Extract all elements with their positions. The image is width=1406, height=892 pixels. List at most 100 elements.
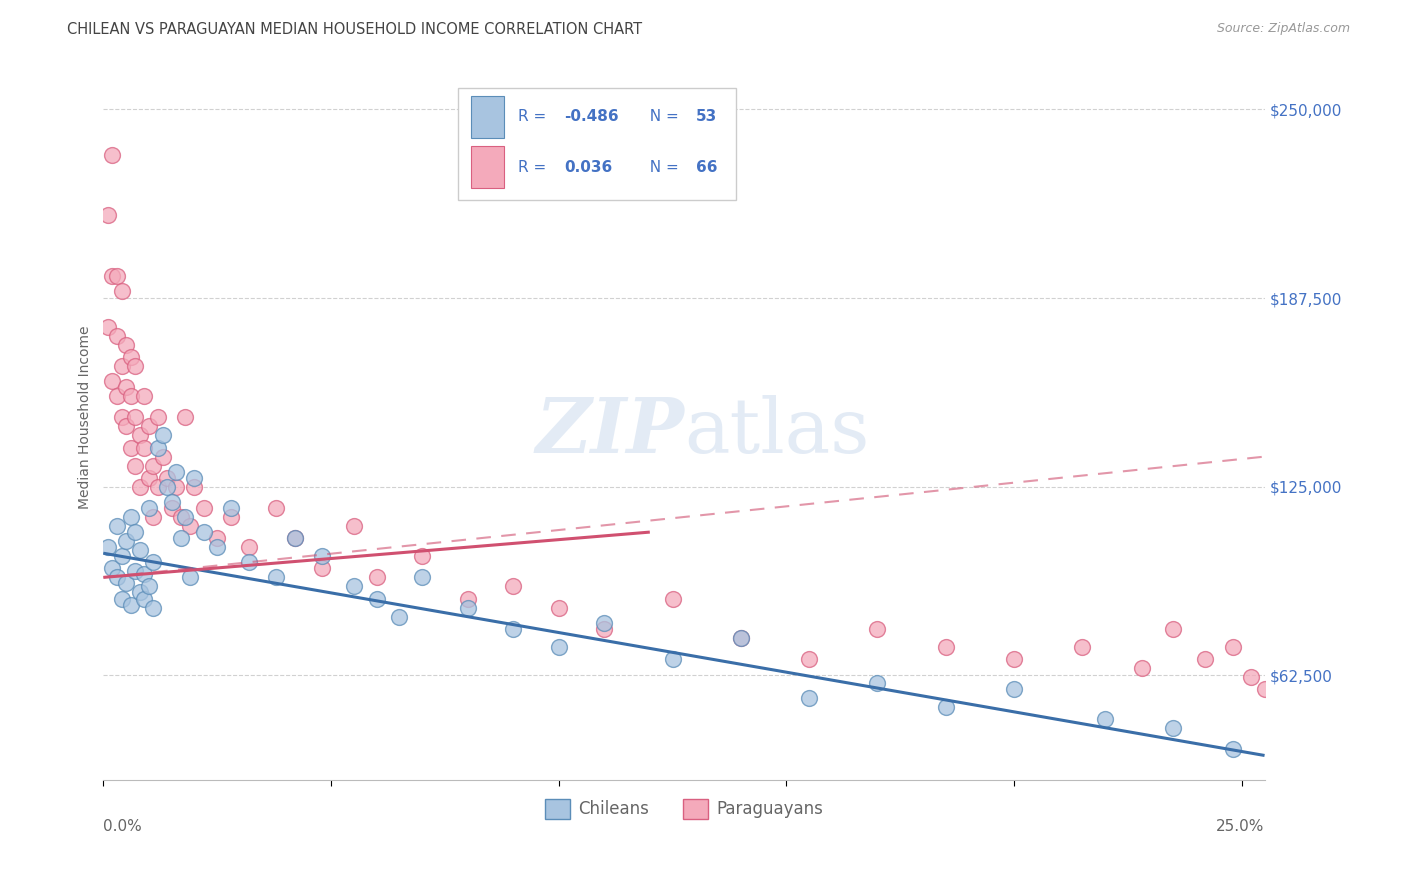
Point bbox=[165, 465, 187, 479]
Point bbox=[138, 471, 160, 485]
Point bbox=[547, 600, 569, 615]
Point bbox=[115, 534, 138, 549]
Point bbox=[146, 410, 169, 425]
Point bbox=[97, 540, 120, 554]
Point bbox=[110, 410, 132, 425]
Text: 53: 53 bbox=[696, 109, 717, 124]
Text: 25.0%: 25.0% bbox=[1216, 820, 1264, 835]
Point bbox=[1267, 661, 1289, 675]
Point bbox=[183, 471, 205, 485]
Point bbox=[138, 419, 160, 434]
Point bbox=[174, 410, 197, 425]
Text: ZIP: ZIP bbox=[536, 395, 683, 469]
Point bbox=[1222, 640, 1244, 654]
Bar bbox=[471, 95, 503, 137]
Point bbox=[935, 700, 957, 714]
Point bbox=[105, 519, 128, 533]
Point bbox=[1071, 640, 1094, 654]
Point bbox=[547, 640, 569, 654]
Point bbox=[128, 428, 150, 442]
Point bbox=[128, 543, 150, 558]
Text: -0.486: -0.486 bbox=[564, 109, 619, 124]
Point bbox=[1163, 721, 1185, 735]
Point bbox=[1094, 712, 1116, 726]
Point bbox=[411, 549, 433, 564]
Point bbox=[124, 458, 146, 473]
Point bbox=[205, 531, 228, 545]
Point bbox=[1002, 681, 1025, 696]
Point bbox=[101, 147, 124, 161]
Text: N =: N = bbox=[640, 109, 683, 124]
Point bbox=[142, 600, 165, 615]
Point bbox=[935, 640, 957, 654]
Point bbox=[134, 441, 156, 455]
Point bbox=[120, 598, 142, 612]
Point bbox=[146, 480, 169, 494]
Point bbox=[115, 338, 138, 352]
Point bbox=[142, 510, 165, 524]
Point bbox=[1194, 652, 1216, 666]
Point bbox=[105, 389, 128, 403]
Point bbox=[124, 410, 146, 425]
Point bbox=[110, 549, 132, 564]
Point bbox=[266, 500, 288, 515]
Point bbox=[105, 329, 128, 343]
Point bbox=[142, 458, 165, 473]
Point bbox=[411, 570, 433, 584]
Point bbox=[799, 652, 821, 666]
Point bbox=[593, 615, 616, 630]
Point bbox=[138, 500, 160, 515]
Point bbox=[120, 389, 142, 403]
Point bbox=[1253, 681, 1275, 696]
Point bbox=[142, 555, 165, 569]
Point bbox=[311, 549, 333, 564]
Point bbox=[138, 579, 160, 593]
Text: CHILEAN VS PARAGUAYAN MEDIAN HOUSEHOLD INCOME CORRELATION CHART: CHILEAN VS PARAGUAYAN MEDIAN HOUSEHOLD I… bbox=[67, 22, 643, 37]
Point bbox=[128, 585, 150, 599]
Point bbox=[193, 525, 215, 540]
Point bbox=[110, 284, 132, 298]
Point bbox=[120, 510, 142, 524]
Point bbox=[799, 691, 821, 706]
Point bbox=[730, 631, 752, 645]
Point bbox=[160, 500, 183, 515]
Point bbox=[193, 500, 215, 515]
Point bbox=[128, 480, 150, 494]
Point bbox=[366, 591, 388, 606]
Point bbox=[124, 359, 146, 373]
Text: Source: ZipAtlas.com: Source: ZipAtlas.com bbox=[1216, 22, 1350, 36]
Text: 0.0%: 0.0% bbox=[104, 820, 142, 835]
Point bbox=[156, 471, 179, 485]
Point bbox=[146, 441, 169, 455]
Point bbox=[120, 441, 142, 455]
Point bbox=[152, 428, 174, 442]
Point bbox=[134, 567, 156, 582]
Point bbox=[124, 565, 146, 579]
Point bbox=[866, 676, 889, 690]
Point bbox=[593, 622, 616, 636]
Point bbox=[343, 579, 366, 593]
FancyBboxPatch shape bbox=[457, 87, 737, 200]
Point bbox=[105, 570, 128, 584]
Point bbox=[502, 579, 524, 593]
Point bbox=[502, 622, 524, 636]
Point bbox=[457, 600, 479, 615]
Point bbox=[174, 510, 197, 524]
Text: N =: N = bbox=[640, 160, 683, 175]
Point bbox=[134, 591, 156, 606]
Point bbox=[730, 631, 752, 645]
Point bbox=[115, 576, 138, 591]
Point bbox=[866, 622, 889, 636]
Point bbox=[110, 359, 132, 373]
Point bbox=[284, 531, 307, 545]
Text: R =: R = bbox=[517, 160, 551, 175]
Point bbox=[97, 319, 120, 334]
Text: R =: R = bbox=[517, 109, 551, 124]
Point bbox=[311, 561, 333, 575]
Text: 0.036: 0.036 bbox=[564, 160, 613, 175]
Point bbox=[205, 540, 228, 554]
Y-axis label: Median Household Income: Median Household Income bbox=[79, 326, 93, 509]
Point bbox=[183, 480, 205, 494]
Bar bbox=[471, 146, 503, 188]
Point bbox=[1002, 652, 1025, 666]
